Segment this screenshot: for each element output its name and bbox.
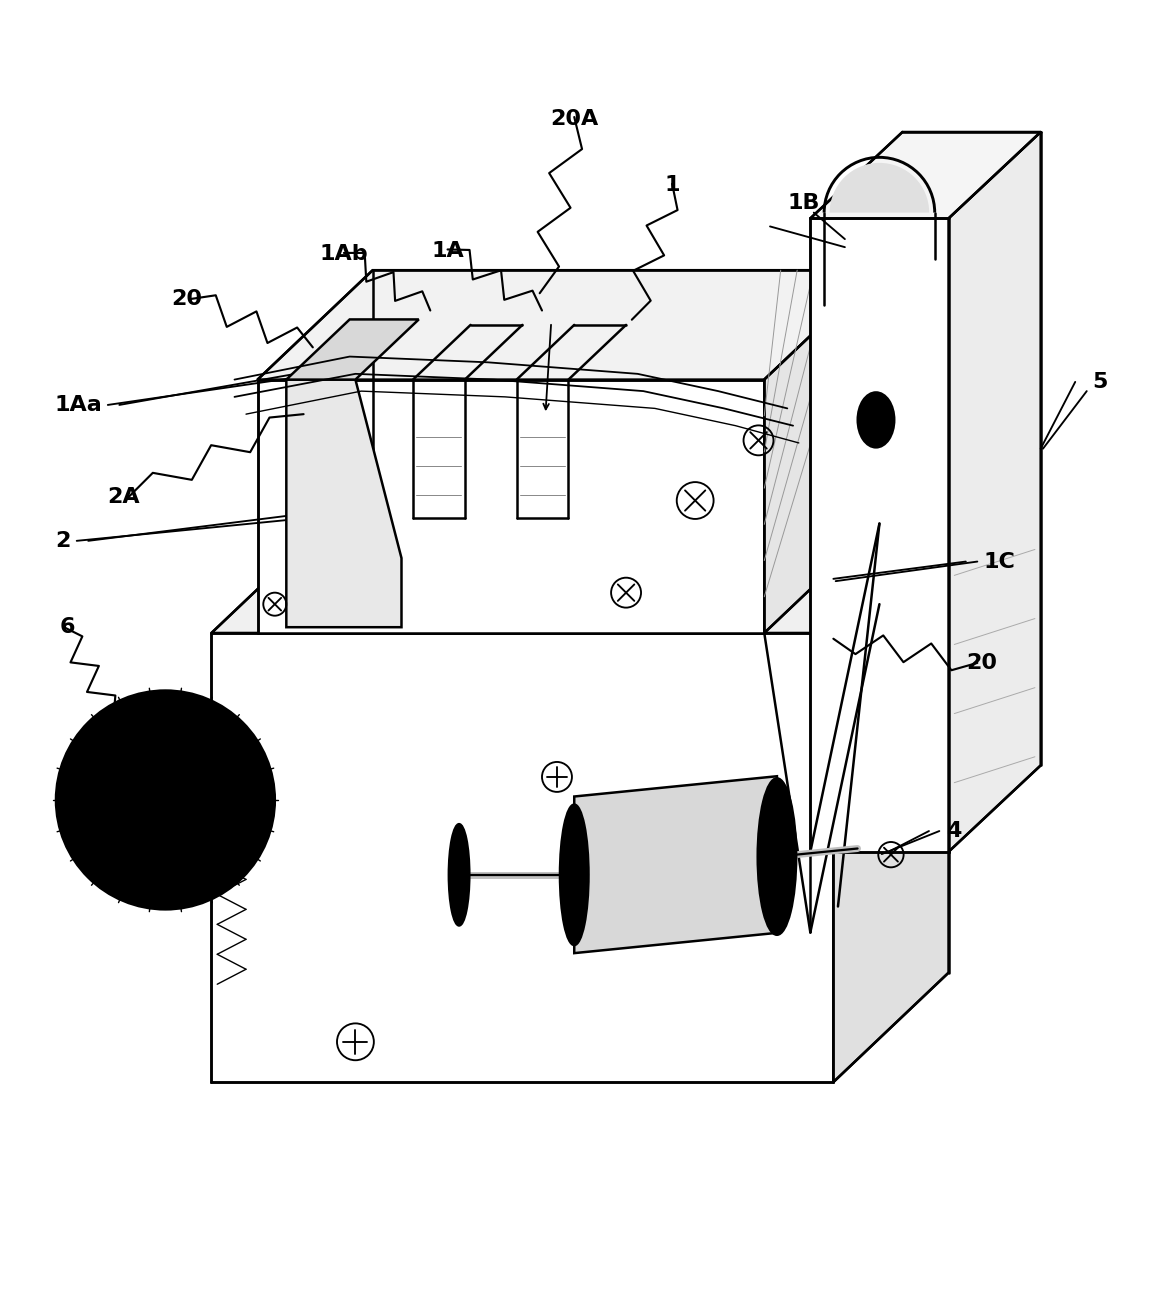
Polygon shape (211, 632, 833, 1082)
Text: 2A: 2A (108, 487, 140, 506)
Ellipse shape (757, 778, 796, 935)
Polygon shape (574, 777, 777, 953)
Text: 4: 4 (947, 821, 962, 841)
Text: 7: 7 (89, 732, 104, 752)
Polygon shape (258, 270, 879, 379)
Text: 1: 1 (665, 176, 680, 195)
Circle shape (152, 787, 179, 813)
Ellipse shape (767, 821, 786, 892)
Polygon shape (211, 523, 949, 632)
Text: 1Aa: 1Aa (55, 395, 102, 415)
Polygon shape (949, 133, 1041, 851)
Text: 1C: 1C (983, 551, 1015, 572)
Ellipse shape (560, 804, 589, 946)
Text: 20A: 20A (550, 109, 599, 129)
Circle shape (183, 836, 204, 857)
Text: 1Ab: 1Ab (320, 244, 368, 265)
Ellipse shape (449, 824, 470, 926)
Text: 6: 6 (60, 617, 75, 638)
Circle shape (56, 690, 275, 909)
Text: 1B: 1B (788, 193, 820, 213)
Circle shape (106, 740, 225, 861)
Polygon shape (287, 379, 401, 627)
Text: 2: 2 (56, 531, 71, 551)
Wedge shape (829, 163, 929, 213)
Text: 5: 5 (1093, 371, 1108, 392)
Polygon shape (811, 218, 949, 851)
Polygon shape (287, 319, 419, 379)
Polygon shape (833, 523, 949, 1082)
Text: 1A: 1A (432, 241, 464, 261)
Text: 20: 20 (966, 653, 996, 673)
Polygon shape (764, 270, 879, 632)
Polygon shape (811, 133, 1041, 218)
Text: 20: 20 (172, 289, 202, 310)
Polygon shape (258, 379, 764, 632)
Ellipse shape (857, 392, 894, 447)
